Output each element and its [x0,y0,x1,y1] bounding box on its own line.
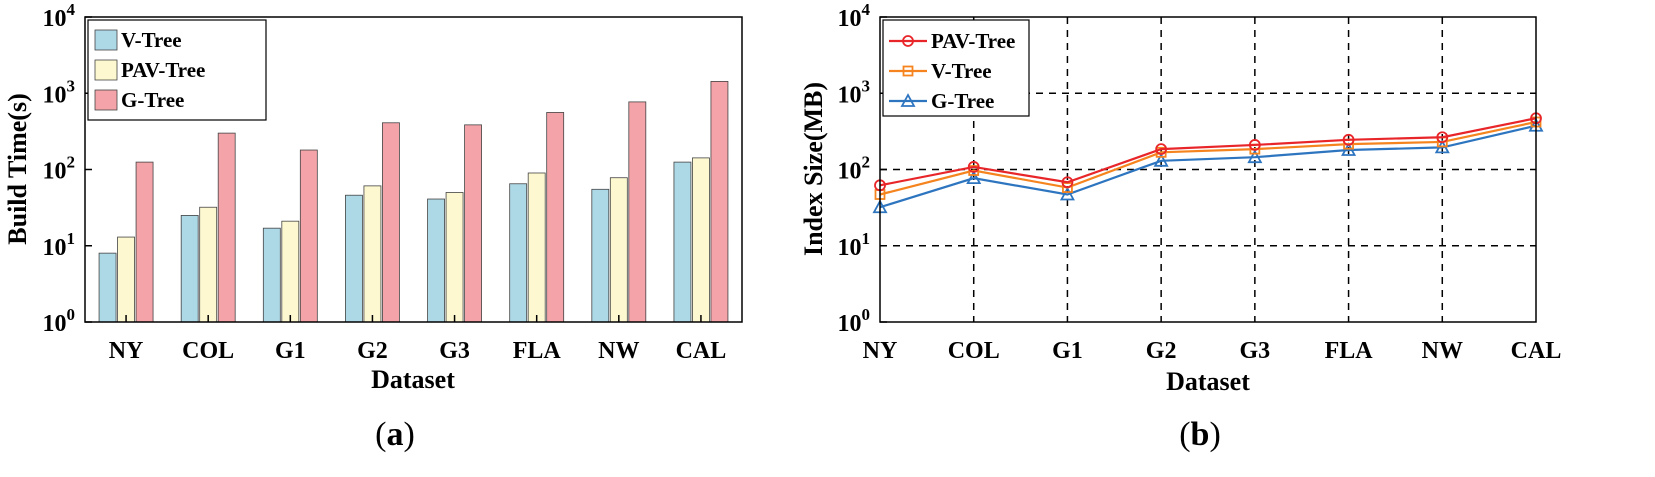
bar-pav-tree-ny [117,236,135,323]
legend-label-pav-tree: PAV-Tree [931,29,1015,53]
point-g-tree-col [966,170,982,185]
build-time-chart: NY COL G1 G2 G3 FLA NW CAL 100 101 102 103 104 V-Tre… [3,0,743,453]
y-tick-label: 100 [43,305,76,337]
y-tick-label: 103 [43,76,76,108]
bar-pav-tree-cal [692,157,710,323]
x-tick-label: CAL [676,338,727,364]
index-size-legend: PAV-Tree V-Tree G-Tree [882,19,1030,117]
line-v-tree [879,120,1537,196]
legend-label-v-tree: V-Tree [931,59,992,83]
x-tick-label: CAL [1511,338,1562,364]
x-tick-label: NY [109,338,144,364]
y-tick-label: 102 [838,153,871,185]
build-time-bars [98,81,729,323]
x-tick-label: G2 [1146,338,1177,364]
bar-g-tree-g1 [299,149,318,323]
bar-pav-tree-g2 [363,185,382,323]
x-tick-label: FLA [1325,338,1374,364]
bar-v-tree-nw [591,188,610,323]
x-tick-label: NW [598,338,639,364]
y-tick-label: 101 [838,229,871,261]
build-time-legend: V-Tree PAV-Tree G-Tree [87,19,267,121]
x-tick-label: G1 [1052,338,1083,364]
x-tick-label: FLA [513,338,562,364]
build-time-x-axis-label: Dataset [371,365,455,394]
line-pav-tree [879,117,1537,187]
point-g-tree-g1 [1059,186,1075,201]
bar-v-tree-g3 [427,198,445,323]
y-tick-label: 104 [838,0,871,32]
bar-g-tree-ny [135,161,154,323]
x-tick-label: COL [948,338,1000,364]
x-tick-label: G2 [357,338,388,364]
y-tick-label: 101 [43,229,76,261]
bar-v-tree-col [180,215,199,323]
bar-g-tree-g3 [464,124,482,323]
point-g-tree-g2 [1153,152,1169,167]
legend-label-v-tree: V-Tree [121,28,182,52]
x-tick-label: G1 [275,338,306,364]
legend-box [87,19,267,121]
bar-pav-tree-fla [527,172,546,323]
build-time-ticks: NY COL G1 G2 G3 FLA NW CAL 100 101 102 103 104 [43,0,727,364]
x-tick-label: G3 [439,338,470,364]
bar-v-tree-fla [509,183,528,323]
bar-g-tree-col [217,132,236,323]
legend-label-pav-tree: PAV-Tree [121,58,205,82]
bar-v-tree-g1 [262,227,281,323]
point-pav-tree-g2 [1155,143,1168,156]
index-size-chart: NY COL G1 G2 G3 FLA NW CAL 100 101 102 103 104 PAV-T… [799,0,1561,453]
point-pav-tree-g1 [1061,176,1074,189]
bar-v-tree-cal [673,161,692,323]
legend-swatch-g-tree [94,89,118,111]
legend-marker-pav-tree [902,35,914,47]
point-pav-tree-fla [1342,133,1355,146]
x-tick-label: COL [182,338,234,364]
bar-pav-tree-g3 [445,192,464,323]
bar-v-tree-g2 [345,194,363,323]
bar-g-tree-nw [628,101,647,323]
point-pav-tree-nw [1436,131,1449,144]
legend-swatch-v-tree [94,29,118,51]
bar-pav-tree-nw [609,177,628,323]
index-size-ticks: NY COL G1 G2 G3 FLA NW CAL 100 101 102 103 104 [838,0,1562,364]
x-tick-label: G3 [1240,338,1271,364]
panel-b-label: (b) [1179,416,1221,453]
point-pav-tree-col [967,161,980,173]
panel-a-label: (a) [375,416,415,453]
line-g-tree [879,124,1537,209]
point-pav-tree-g3 [1248,139,1261,151]
build-time-y-axis-label: Build Time(s) [3,93,32,244]
index-size-lines [872,112,1544,214]
bar-g-tree-fla [546,112,565,323]
legend-swatch-pav-tree [94,59,118,81]
legend-marker-g-tree [900,93,916,107]
legend-label-g-tree: G-Tree [931,89,994,113]
y-tick-label: 100 [838,305,871,337]
bar-pav-tree-g1 [281,220,300,323]
y-tick-label: 103 [838,76,871,108]
bar-v-tree-ny [98,252,117,323]
bar-pav-tree-col [199,206,218,323]
index-size-x-axis-label: Dataset [1166,367,1250,396]
bar-g-tree-cal [710,81,729,323]
legend-marker-v-tree [902,65,914,77]
x-tick-label: NW [1422,338,1463,364]
index-size-y-axis-label: Index Size(MB) [799,82,828,256]
y-tick-label: 104 [43,0,76,32]
y-tick-label: 102 [43,153,76,185]
legend-label-g-tree: G-Tree [121,88,184,112]
point-g-tree-g3 [1247,149,1263,164]
bar-g-tree-g2 [382,122,400,323]
x-tick-label: NY [863,338,898,364]
